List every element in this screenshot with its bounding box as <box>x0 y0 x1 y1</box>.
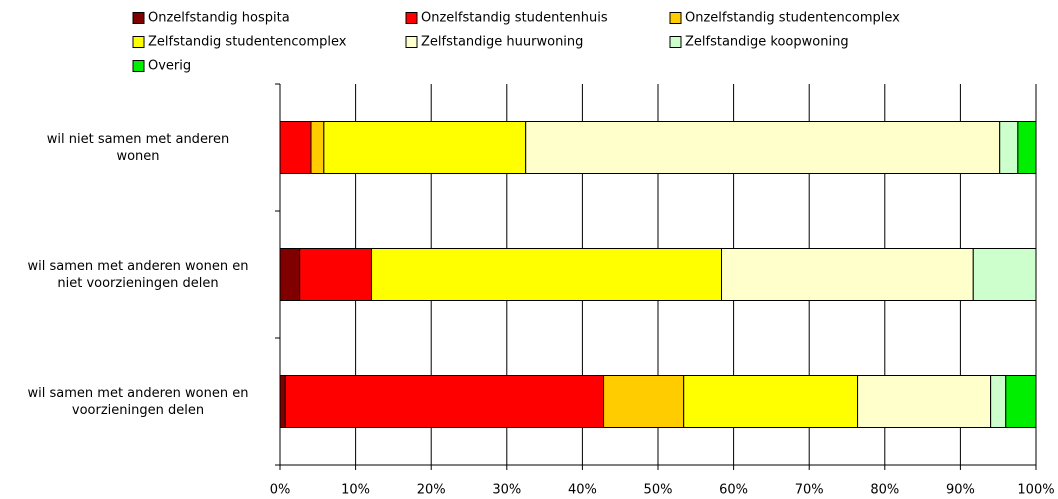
legend-swatch <box>669 36 682 48</box>
legend-swatch <box>405 12 418 24</box>
bar-segment <box>299 248 372 301</box>
x-tick-label: 100% <box>1017 483 1054 498</box>
bar-segment <box>279 375 286 428</box>
legend-label: Onzelfstandig hospita <box>148 11 290 26</box>
legend-swatch <box>669 12 682 24</box>
bar-segment <box>323 121 527 174</box>
x-tick-label: 50% <box>644 483 673 498</box>
y-tick-label: wil samen met anderen wonen en voorzieni… <box>27 385 249 418</box>
bar-segment <box>683 375 859 428</box>
legend-swatch <box>132 60 145 72</box>
bar-segment <box>370 248 723 301</box>
legend-swatch <box>405 36 418 48</box>
x-tick-label: 30% <box>492 483 521 498</box>
y-tick-label: wil niet samen met anderen wonen <box>46 131 230 164</box>
bar-segment <box>990 375 1007 428</box>
x-tick-label: 20% <box>417 483 446 498</box>
legend-swatch <box>132 36 145 48</box>
legend-label: Zelfstandig studentencomplex <box>148 35 347 50</box>
legend-label: Onzelfstandig studentencomplex <box>685 11 900 26</box>
bar-segment <box>279 121 312 174</box>
x-tick-label: 60% <box>719 483 748 498</box>
x-tick-label: 90% <box>946 483 975 498</box>
bar-segment <box>999 121 1019 174</box>
x-tick-label: 40% <box>568 483 597 498</box>
bar-segment <box>284 375 605 428</box>
legend-label: Zelfstandige koopwoning <box>685 35 849 50</box>
bar-segment <box>1017 121 1037 174</box>
y-tick-label: wil samen met anderen wonen en niet voor… <box>27 258 249 291</box>
x-tick-label: 10% <box>341 483 370 498</box>
legend-label: Overig <box>148 59 191 74</box>
legend-swatch <box>132 12 145 24</box>
bar-segment <box>857 375 992 428</box>
bar-segment <box>721 248 974 301</box>
x-tick-label: 70% <box>795 483 824 498</box>
bar-segment <box>310 121 325 174</box>
x-tick-label: 0% <box>270 483 291 498</box>
legend-label: Onzelfstandig studentenhuis <box>421 11 608 26</box>
legend-label: Zelfstandige huurwoning <box>421 35 583 50</box>
bar-segment <box>603 375 685 428</box>
bar-segment <box>279 248 301 301</box>
x-tick-label: 80% <box>870 483 899 498</box>
bar-segment <box>972 248 1037 301</box>
bar-segment <box>525 121 1001 174</box>
bar-segment <box>1005 375 1037 428</box>
